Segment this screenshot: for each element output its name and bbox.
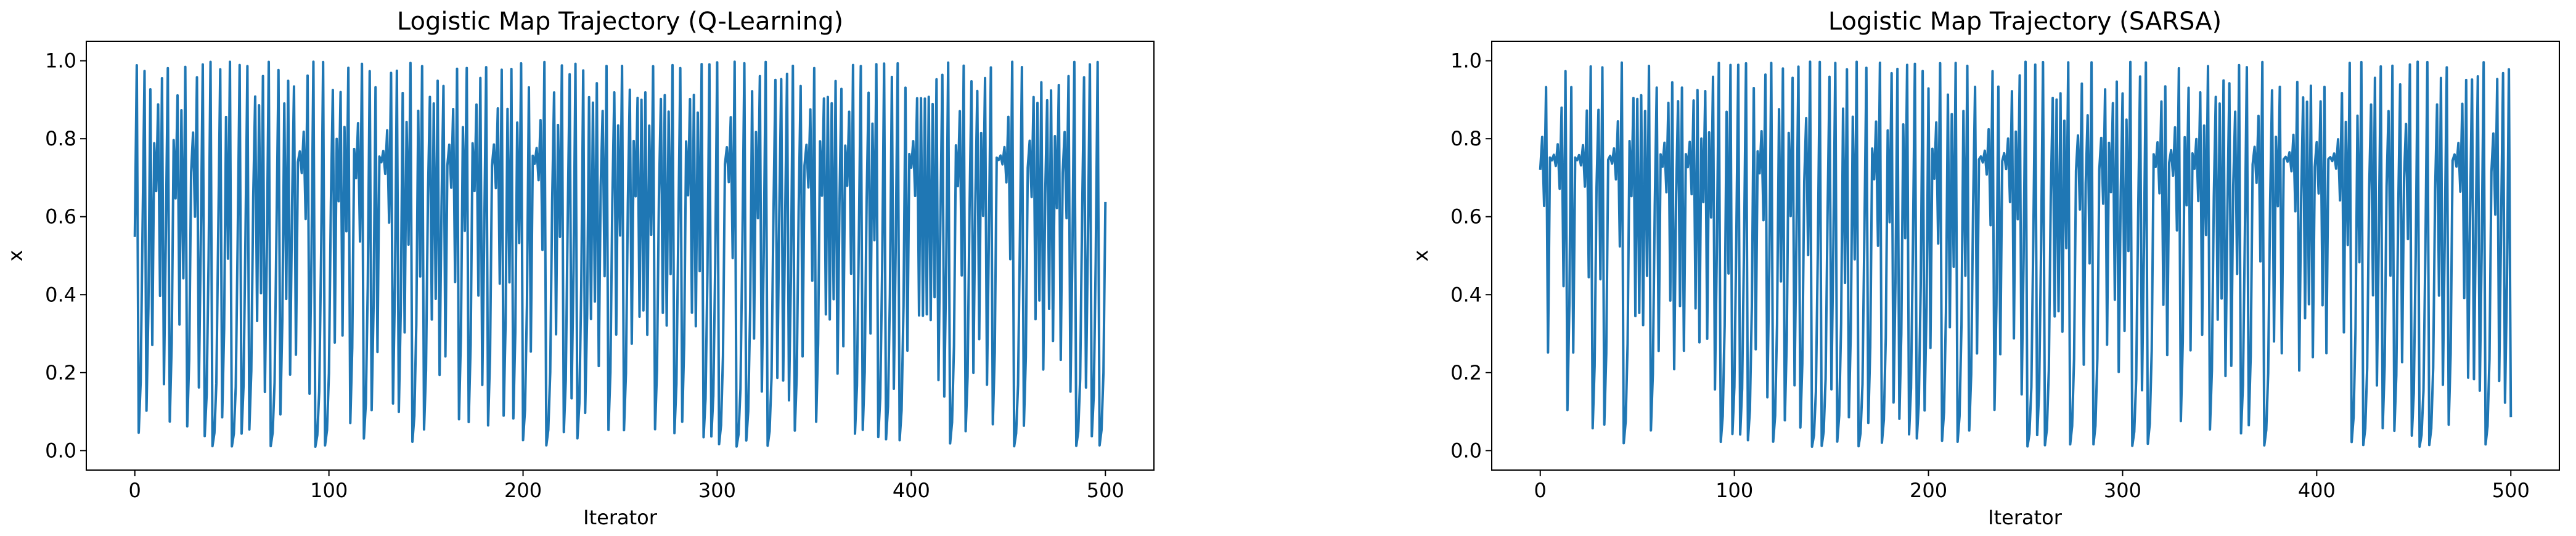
y-tick-label: 0.4 <box>1450 283 1482 306</box>
x-tick-label: 0 <box>129 479 141 502</box>
series-line <box>1539 60 2513 449</box>
x-tick-label: 300 <box>2104 479 2141 502</box>
y-tick-label: 1.0 <box>1450 49 1482 73</box>
x-tick-label: 300 <box>698 479 736 502</box>
y-tick-label: 0.6 <box>45 205 76 229</box>
y-tick-label: 0.2 <box>1450 361 1482 384</box>
x-axis-label: Iterator <box>1988 506 2063 529</box>
plot-area <box>1539 60 2513 449</box>
chart-q-learning: Logistic Map Trajectory (Q-Learning) 0 10… <box>4 7 1155 529</box>
x-tick-label: 200 <box>504 479 542 502</box>
chart-sarsa: Logistic Map Trajectory (SARSA) 0 100 200 3… <box>1409 7 2560 529</box>
x-tick-label: 400 <box>2298 479 2336 502</box>
chart-title: Logistic Map Trajectory (Q-Learning) <box>397 7 843 36</box>
axes-frame <box>1491 41 2560 471</box>
x-axis-label: Iterator <box>583 506 658 529</box>
x-tick-label: 400 <box>893 479 930 502</box>
x-tick-label: 100 <box>1715 479 1753 502</box>
chart-title: Logistic Map Trajectory (SARSA) <box>1828 7 2222 36</box>
y-tick-label: 0.6 <box>1450 205 1482 229</box>
y-tick-label: 0.8 <box>1450 127 1482 150</box>
y-tick-label: 0.0 <box>1450 439 1482 462</box>
y-tick-label: 0.2 <box>45 361 76 384</box>
y-tick-label: 1.0 <box>45 49 76 73</box>
series-line <box>133 60 1107 448</box>
y-axis-label: x <box>1409 250 1433 262</box>
y-tick-label: 0.4 <box>45 283 76 306</box>
x-tick-label: 500 <box>2492 479 2530 502</box>
x-tick-label: 0 <box>1534 479 1547 502</box>
axis-ticks: 0 100 200 300 400 500 0.0 0.2 0.4 0.6 0.8 1.0 <box>45 49 1124 502</box>
y-tick-label: 0.0 <box>45 439 76 462</box>
axis-ticks: 0 100 200 300 400 500 0.0 0.2 0.4 0.6 0.8 1.0 <box>1450 49 2530 502</box>
x-tick-label: 500 <box>1087 479 1124 502</box>
y-axis-label: x <box>4 250 27 262</box>
y-tick-label: 0.8 <box>45 127 76 150</box>
plot-area <box>133 60 1107 448</box>
x-tick-label: 200 <box>1910 479 1947 502</box>
axes-frame <box>86 41 1155 471</box>
x-tick-label: 100 <box>310 479 348 502</box>
